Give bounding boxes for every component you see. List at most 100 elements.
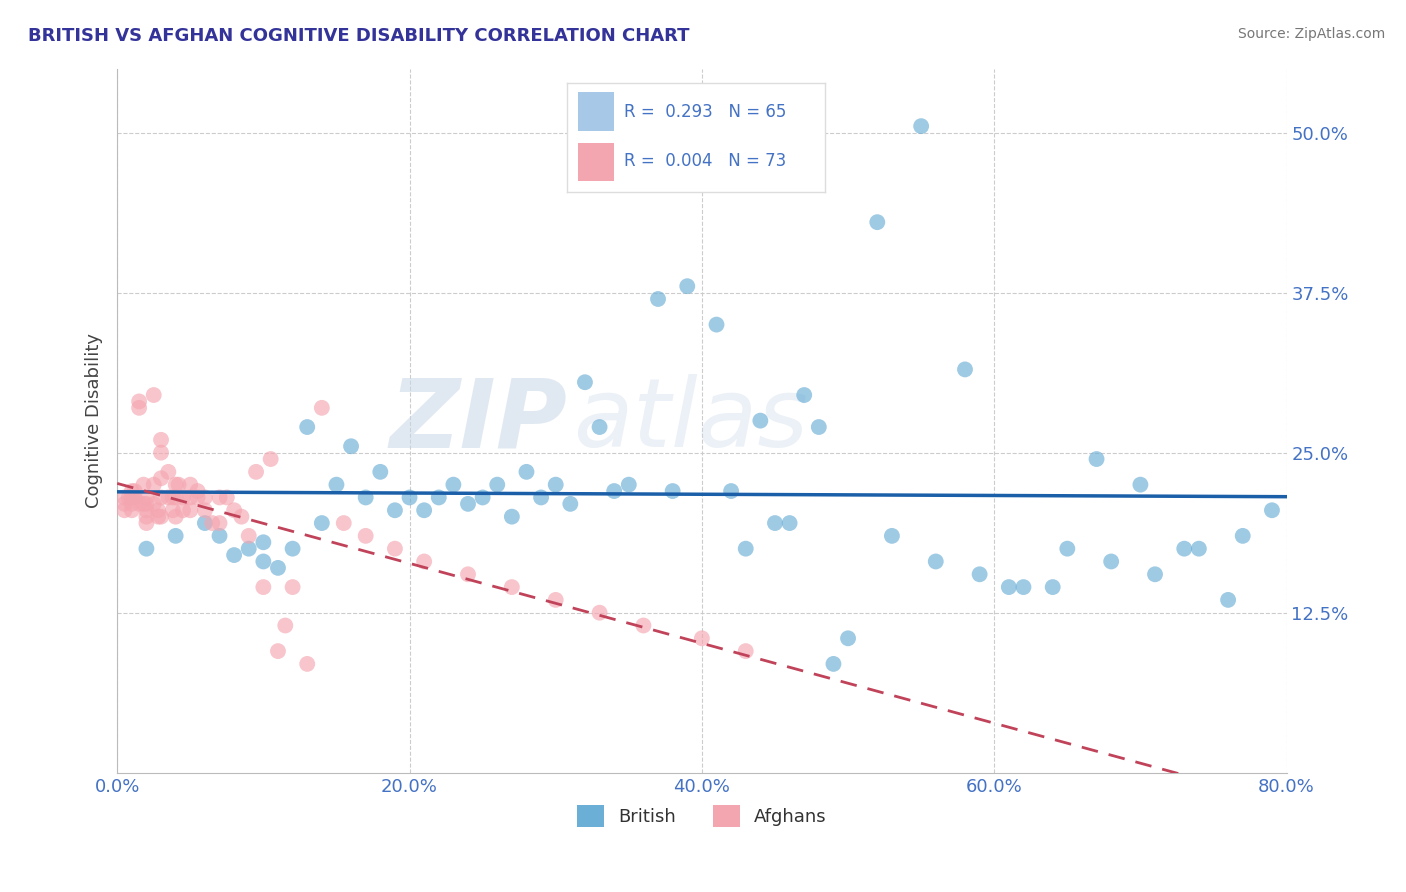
Point (194, 491, 217, 505)
Point (486, 477, 509, 491)
Point (179, 491, 201, 505)
Point (201, 516, 224, 530)
Point (231, 509, 253, 524)
Point (457, 567, 479, 582)
Point (574, 375, 596, 389)
Point (530, 491, 553, 505)
Text: Source: ZipAtlas.com: Source: ZipAtlas.com (1237, 27, 1385, 41)
Point (238, 541, 260, 556)
Point (252, 554, 274, 568)
Point (114, 491, 136, 505)
Point (135, 491, 157, 505)
Point (427, 491, 450, 505)
Point (720, 484, 742, 499)
Point (398, 491, 420, 505)
Point (179, 503, 201, 517)
Point (135, 509, 157, 524)
Point (633, 618, 655, 632)
Point (238, 529, 260, 543)
Point (1261, 503, 1284, 517)
Point (150, 433, 173, 447)
Point (135, 516, 157, 530)
Point (146, 509, 169, 524)
Point (1143, 567, 1166, 582)
Point (157, 465, 180, 479)
Point (880, 529, 903, 543)
Legend: British, Afghans: British, Afghans (569, 797, 834, 834)
Point (172, 491, 194, 505)
Point (779, 516, 801, 530)
Point (224, 503, 246, 517)
Text: ZIP: ZIP (389, 374, 568, 467)
Point (807, 420, 830, 434)
Point (208, 529, 231, 543)
Point (128, 497, 150, 511)
Point (384, 503, 406, 517)
Point (162, 491, 184, 505)
Point (515, 465, 537, 479)
Point (1232, 529, 1254, 543)
Point (413, 503, 436, 517)
Point (132, 497, 155, 511)
Point (1042, 580, 1064, 594)
Point (121, 491, 143, 505)
Point (793, 388, 815, 402)
Point (132, 477, 155, 491)
Point (763, 516, 786, 530)
Point (325, 477, 347, 491)
Point (194, 503, 217, 517)
Point (146, 503, 169, 517)
Point (413, 554, 436, 568)
Point (354, 491, 377, 505)
Point (187, 491, 209, 505)
Point (603, 484, 626, 499)
Point (157, 491, 180, 505)
Point (384, 541, 406, 556)
Point (165, 509, 187, 524)
Point (588, 420, 610, 434)
Point (128, 394, 150, 409)
Y-axis label: Cognitive Disability: Cognitive Disability (86, 333, 103, 508)
Point (215, 491, 238, 505)
Point (544, 593, 567, 607)
Point (150, 491, 173, 505)
Point (706, 318, 728, 332)
Point (150, 471, 173, 485)
Point (124, 491, 146, 505)
Point (441, 477, 464, 491)
Point (162, 503, 184, 517)
Point (224, 548, 246, 562)
Point (1056, 541, 1078, 556)
Point (1216, 593, 1239, 607)
Point (208, 516, 231, 530)
Point (1188, 541, 1211, 556)
Point (150, 509, 173, 524)
Point (135, 497, 157, 511)
Point (267, 644, 290, 658)
Point (1129, 477, 1152, 491)
Point (1099, 554, 1122, 568)
Point (121, 497, 143, 511)
Point (124, 484, 146, 499)
Point (734, 541, 756, 556)
Point (118, 491, 141, 505)
Point (647, 292, 669, 306)
Point (501, 509, 523, 524)
Point (167, 477, 190, 491)
Point (969, 567, 991, 582)
Point (823, 657, 845, 671)
Text: atlas: atlas (574, 374, 808, 467)
Point (142, 477, 165, 491)
Point (187, 484, 209, 499)
Point (560, 497, 582, 511)
Point (1173, 541, 1195, 556)
Point (676, 279, 699, 293)
Point (837, 632, 859, 646)
Point (267, 561, 290, 575)
Point (252, 580, 274, 594)
Point (165, 491, 187, 505)
Point (297, 657, 319, 671)
Point (165, 529, 187, 543)
Point (311, 516, 333, 530)
Point (457, 497, 479, 511)
